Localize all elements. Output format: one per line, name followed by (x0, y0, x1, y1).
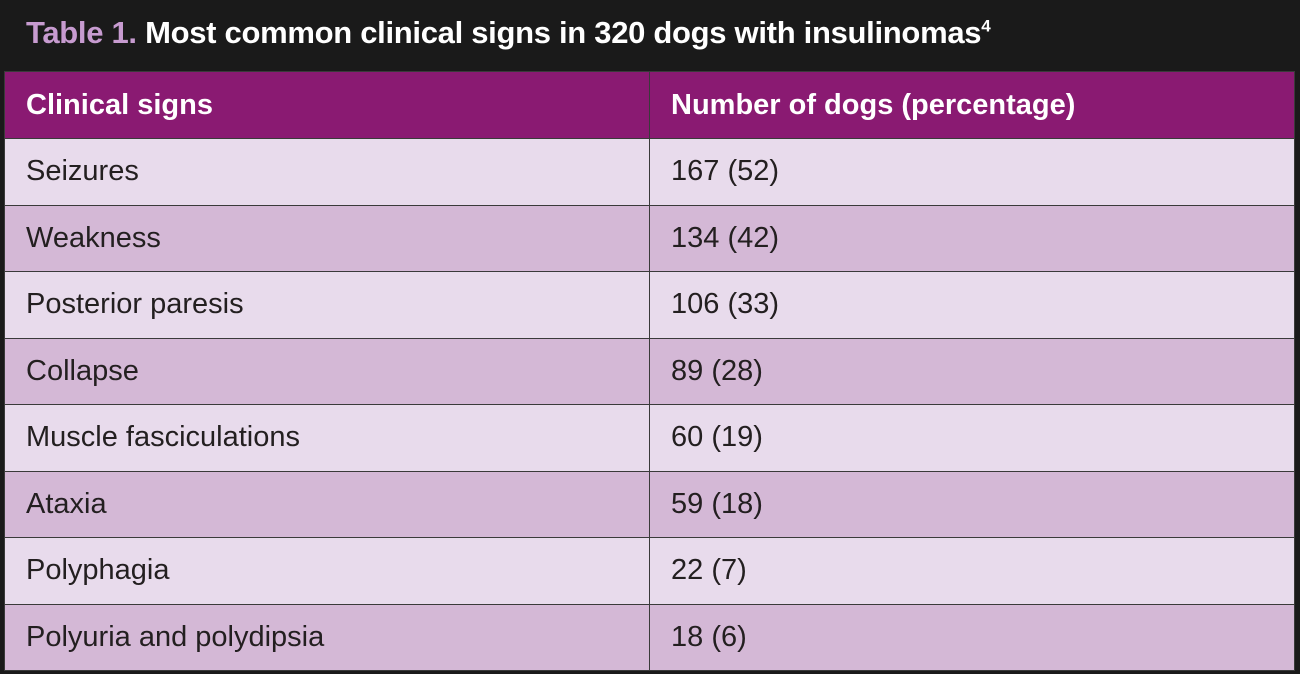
table-row: Seizures 167 (52) (4, 138, 1295, 206)
clinical-sign-cell: Posterior paresis (4, 271, 650, 339)
clinical-sign-cell: Polyuria and polydipsia (4, 603, 650, 671)
dog-count-cell: 60 (19) (649, 404, 1295, 472)
table-title-bar: Table 1. Most common clinical signs in 3… (0, 0, 1300, 71)
column-header-clinical-signs: Clinical signs (4, 71, 650, 139)
reference-superscript: 4 (981, 16, 991, 36)
table-row: Polyuria and polydipsia 18 (6) (4, 603, 1295, 671)
table-row: Posterior paresis 106 (33) (4, 271, 1295, 339)
dog-count-cell: 59 (18) (649, 470, 1295, 538)
table-number-label: Table 1. (26, 15, 137, 50)
clinical-sign-cell: Weakness (4, 204, 650, 272)
dog-count-cell: 18 (6) (649, 603, 1295, 671)
dog-count-cell: 167 (52) (649, 138, 1295, 206)
clinical-sign-cell: Collapse (4, 337, 650, 405)
table-title: Table 1. Most common clinical signs in 3… (26, 15, 991, 51)
dog-count-cell: 106 (33) (649, 271, 1295, 339)
table-row: Weakness 134 (42) (4, 204, 1295, 272)
table-caption: Most common clinical signs in 320 dogs w… (145, 15, 982, 50)
table-row: Polyphagia 22 (7) (4, 537, 1295, 605)
clinical-sign-cell: Seizures (4, 138, 650, 206)
table-row: Collapse 89 (28) (4, 337, 1295, 405)
clinical-sign-cell: Ataxia (4, 470, 650, 538)
table-row: Muscle fasciculations 60 (19) (4, 404, 1295, 472)
dog-count-cell: 89 (28) (649, 337, 1295, 405)
table-row: Ataxia 59 (18) (4, 470, 1295, 538)
column-header-number-of-dogs: Number of dogs (percentage) (649, 71, 1295, 139)
clinical-signs-table: Clinical signs Number of dogs (percentag… (4, 71, 1295, 671)
clinical-sign-cell: Polyphagia (4, 537, 650, 605)
dog-count-cell: 134 (42) (649, 204, 1295, 272)
dog-count-cell: 22 (7) (649, 537, 1295, 605)
table-header-row: Clinical signs Number of dogs (percentag… (4, 71, 1295, 139)
clinical-sign-cell: Muscle fasciculations (4, 404, 650, 472)
